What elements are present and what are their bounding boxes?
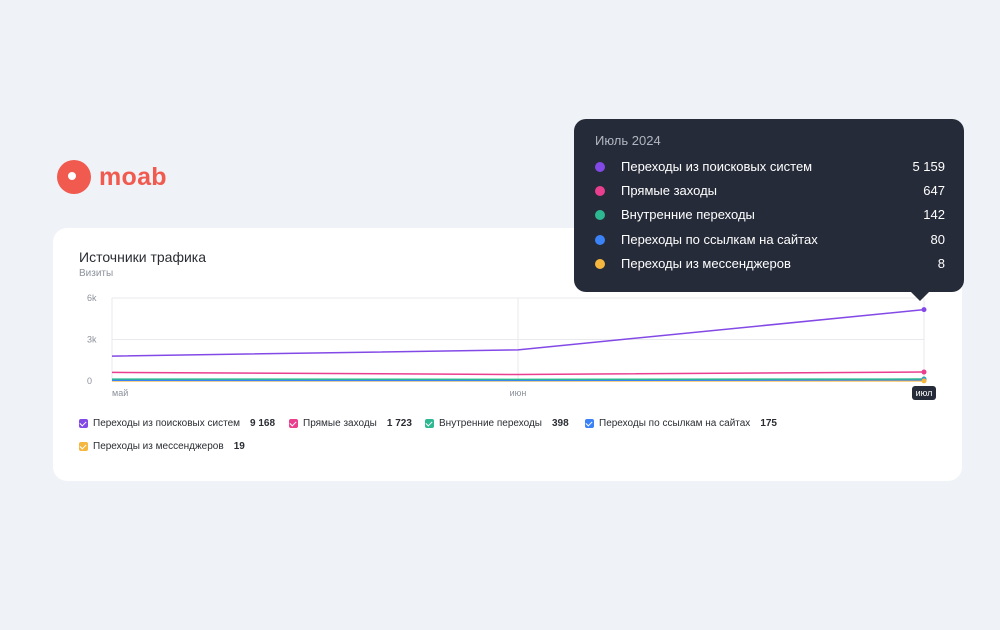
brand-logo: moab [57,160,167,194]
legend-label: Внутренние переходы [439,418,542,429]
legend-label: Переходы по ссылкам на сайтах [599,418,751,429]
tooltip-value: 647 [923,183,945,198]
legend-label: Прямые заходы [303,418,377,429]
tooltip-value: 142 [923,207,945,222]
tooltip-row: Переходы по ссылкам на сайтах 80 [595,232,945,247]
y-tick-label: 6k [87,293,97,303]
y-tick-label: 3k [87,335,97,345]
tooltip-row: Прямые заходы 647 [595,183,945,198]
brand-logo-icon [57,160,91,194]
series-dot-icon [595,209,605,220]
series-dot-icon [595,234,605,245]
legend-item-direct[interactable]: Прямые заходы 1 723 [289,418,412,429]
legend-label: Переходы из поисковых систем [93,418,241,429]
series-line [111,308,925,357]
legend-total: 9 168 [250,418,276,429]
series-point [921,307,927,313]
tooltip-value: 8 [937,256,945,271]
series-line [111,371,925,376]
legend-item-links[interactable]: Переходы по ссылкам на сайтах 175 [585,418,777,429]
x-tick-highlight [912,386,936,400]
x-tick-label: июн [510,388,527,398]
tooltip-label: Прямые заходы [621,183,718,198]
legend-checkbox-icon[interactable] [425,419,434,428]
chart-tooltip: Июль 2024 Переходы из поисковых систем 5… [574,119,964,301]
legend-item-messengers[interactable]: Переходы из мессенджеров 19 [79,441,245,452]
tooltip-row: Переходы из мессенджеров 8 [595,256,945,271]
legend-checkbox-icon[interactable] [79,419,88,428]
tooltip-label: Переходы из мессенджеров [621,256,791,271]
legend-total: 19 [233,441,245,452]
legend-item-internal[interactable]: Внутренние переходы 398 [425,418,569,429]
line-chart: 6k 3k 0 май июн июл [87,293,936,400]
legend-total: 1 723 [386,418,412,429]
y-tick-label: 0 [87,376,92,386]
x-tick-label: май [112,388,128,398]
series-dot-icon [595,258,605,269]
tooltip-row: Внутренние переходы 142 [595,207,945,222]
card-subtitle: Визиты [79,268,114,279]
legend-total: 398 [552,418,569,429]
legend-label: Переходы из мессенджеров [93,441,224,452]
tooltip-title: Июль 2024 [595,133,661,148]
tooltip-value: 80 [930,232,945,247]
legend-total: 175 [760,418,777,429]
legend-checkbox-icon[interactable] [79,442,88,451]
tooltip-label: Переходы по ссылкам на сайтах [621,232,818,247]
tooltip-label: Внутренние переходы [621,207,755,222]
tooltip-label: Переходы из поисковых систем [621,159,813,174]
card-title: Источники трафика [79,249,207,265]
series-point [921,378,927,384]
x-tick-label: июл [916,388,933,398]
brand-name: moab [99,162,167,191]
series-point [921,369,927,375]
legend-item-search[interactable]: Переходы из поисковых систем 9 168 [79,418,275,429]
tooltip-row: Переходы из поисковых систем 5 159 [595,159,945,174]
series-dot-icon [595,185,605,196]
series-dot-icon [595,161,605,172]
legend-checkbox-icon[interactable] [585,419,594,428]
tooltip-value: 5 159 [912,159,945,174]
legend-checkbox-icon[interactable] [289,419,298,428]
